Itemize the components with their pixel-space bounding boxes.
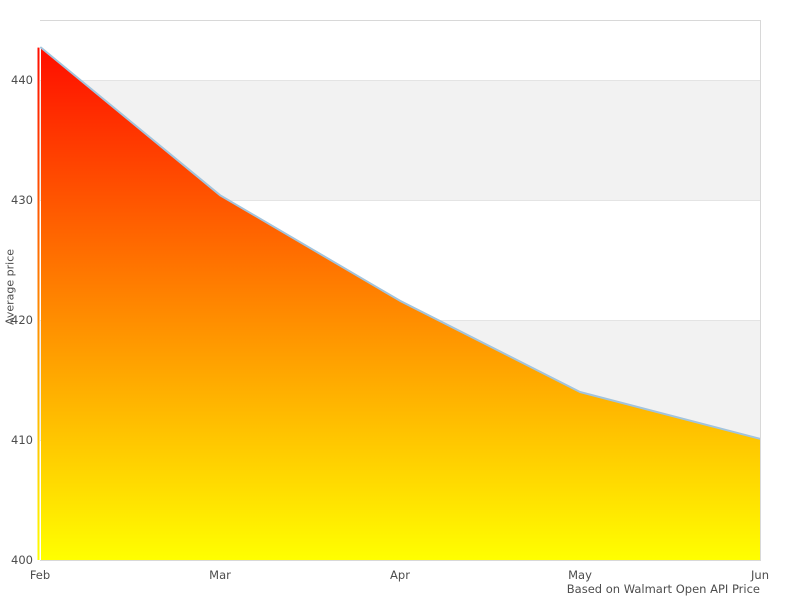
y-tick-label: 400: [11, 553, 33, 567]
chart-caption: Based on Walmart Open API Price: [566, 582, 760, 596]
y-tick-label: 430: [11, 193, 33, 207]
area-series-fill: [41, 47, 760, 561]
x-tick-label: Feb: [29, 568, 51, 582]
x-tick-label: May: [568, 568, 592, 582]
x-tick-label: Jun: [751, 568, 769, 582]
y-tick-label: 440: [11, 73, 33, 87]
y-tick-label: 420: [11, 313, 33, 327]
plot-border: [40, 20, 761, 561]
x-tick-label: Mar: [209, 568, 231, 582]
left-axis-gradient-line: [37, 47, 40, 561]
x-tick-label: Apr: [390, 568, 410, 582]
series-line: [40, 46, 761, 440]
y-axis-title: Average price: [3, 248, 17, 326]
y-tick-label: 410: [11, 433, 33, 447]
